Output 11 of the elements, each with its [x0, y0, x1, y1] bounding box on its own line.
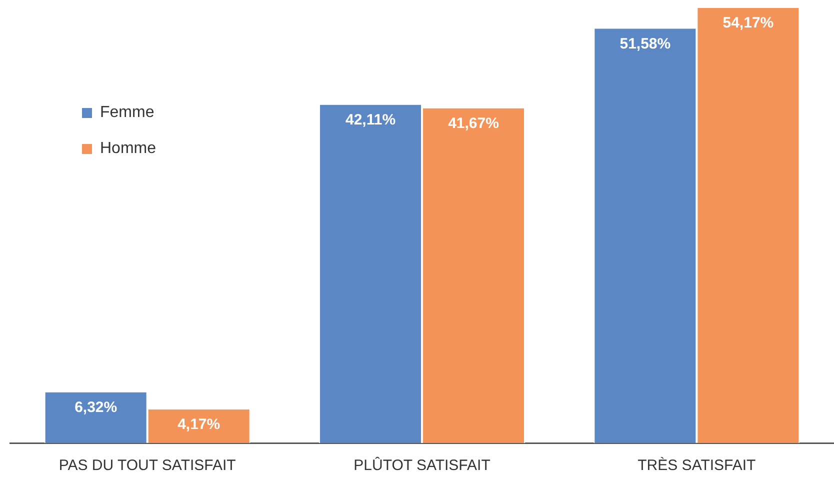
data-label: 42,11% [345, 111, 396, 128]
data-label: 54,17% [722, 14, 774, 32]
x-tick-label: PLÛTOT SATISFAIT [354, 456, 490, 474]
legend-label: Homme [100, 140, 156, 158]
data-label: 51,58% [620, 35, 671, 52]
x-tick-label: PAS DU TOUT SATISFAIT [58, 457, 236, 474]
legend-label: Femme [100, 104, 154, 122]
data-label: 6,32% [74, 398, 118, 416]
data-label: 41,67% [448, 114, 499, 132]
x-tick-label: TRÈS SATISFAIT [638, 456, 756, 474]
data-label: 4,17% [178, 416, 220, 434]
